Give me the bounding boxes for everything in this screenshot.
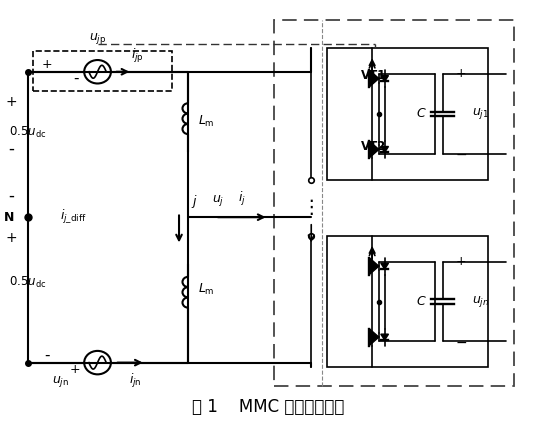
Text: $u_{j{\rm p}}$: $u_{j{\rm p}}$	[89, 31, 106, 46]
Text: ⋮: ⋮	[301, 198, 321, 217]
Text: $i_{j\_{\rm diff}}$: $i_{j\_{\rm diff}}$	[60, 208, 87, 226]
Text: $i_j$: $i_j$	[238, 190, 246, 208]
Text: $u_{jn}$: $u_{jn}$	[472, 294, 489, 309]
Text: $i_{j{\rm p}}$: $i_{j{\rm p}}$	[131, 47, 144, 65]
Text: $u_j$: $u_j$	[212, 193, 224, 208]
Text: $C$: $C$	[416, 295, 426, 308]
Bar	[327, 236, 488, 367]
Text: $L_{\rm m}$: $L_{\rm m}$	[198, 113, 215, 129]
Text: $C$: $C$	[416, 108, 426, 120]
Text: -: -	[8, 140, 14, 158]
Polygon shape	[381, 334, 388, 340]
Polygon shape	[381, 147, 388, 153]
Text: +: +	[456, 67, 467, 80]
Text: $-$: $-$	[455, 335, 467, 349]
Polygon shape	[369, 329, 379, 346]
Bar	[274, 20, 514, 386]
Text: j: j	[192, 195, 195, 208]
Text: +: +	[5, 95, 17, 109]
Polygon shape	[369, 258, 379, 275]
Text: N: N	[4, 211, 14, 224]
Text: VT2: VT2	[361, 140, 386, 153]
Text: $i_{j{\rm n}}$: $i_{j{\rm n}}$	[129, 372, 141, 390]
Text: +: +	[70, 363, 81, 376]
Text: -: -	[44, 348, 49, 363]
Text: -: -	[8, 187, 14, 205]
Text: $u_{j{\rm n}}$: $u_{j{\rm n}}$	[52, 374, 69, 389]
Polygon shape	[369, 141, 379, 158]
Text: $0.5u_{\rm dc}$: $0.5u_{\rm dc}$	[10, 275, 47, 290]
Bar	[327, 48, 488, 180]
Text: VT1: VT1	[361, 69, 386, 82]
Text: $u_{j1}$: $u_{j1}$	[472, 107, 489, 122]
Text: 图 1    MMC 单相等效电路: 图 1 MMC 单相等效电路	[192, 398, 345, 416]
Polygon shape	[381, 76, 388, 82]
Text: $0.5u_{\rm dc}$: $0.5u_{\rm dc}$	[10, 125, 47, 140]
Text: $L_{\rm m}$: $L_{\rm m}$	[198, 282, 215, 297]
Text: +: +	[41, 58, 52, 71]
Text: +: +	[5, 231, 17, 245]
Polygon shape	[381, 263, 388, 269]
Text: $-$: $-$	[455, 147, 467, 161]
Bar	[33, 51, 172, 91]
Text: -: -	[74, 71, 79, 86]
Text: +: +	[456, 255, 467, 268]
Polygon shape	[369, 70, 379, 87]
